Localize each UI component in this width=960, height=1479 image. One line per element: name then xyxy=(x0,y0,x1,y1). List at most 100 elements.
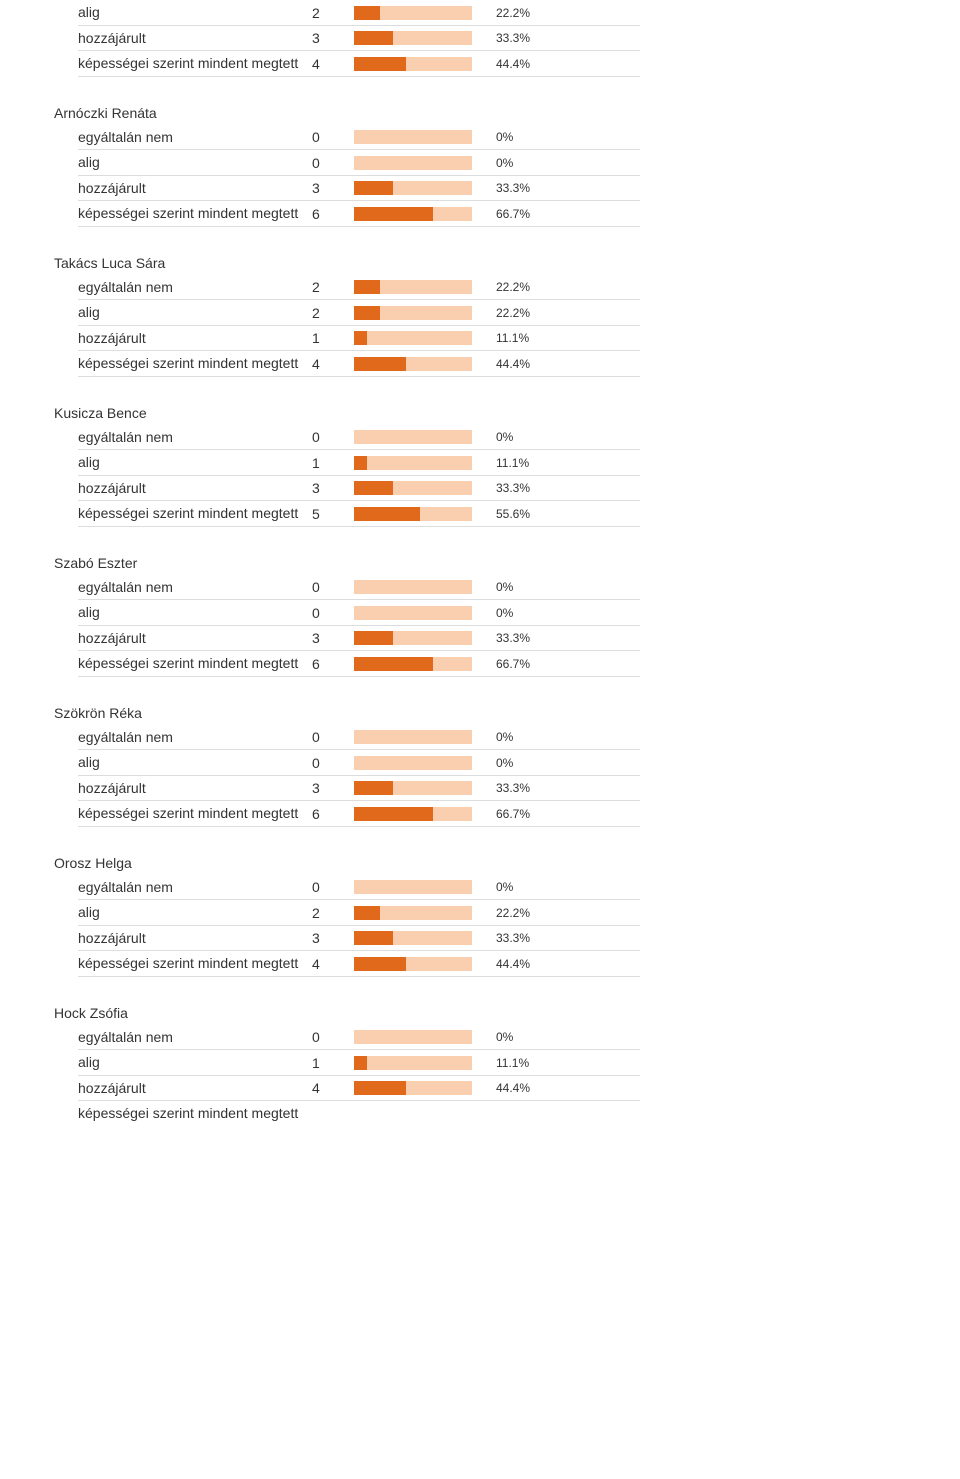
option-count: 4 xyxy=(312,1080,354,1096)
bar-fill xyxy=(354,1081,406,1095)
option-label: hozzájárult xyxy=(78,480,312,498)
result-row: hozzájárult444.4% xyxy=(78,1076,640,1102)
bar-track xyxy=(354,31,472,45)
bar-fill xyxy=(354,357,406,371)
result-row: egyáltalán nem00% xyxy=(78,1025,640,1051)
bar-track xyxy=(354,507,472,521)
option-label: alig xyxy=(78,754,312,772)
option-count: 2 xyxy=(312,305,354,321)
result-row: egyáltalán nem00% xyxy=(78,125,640,151)
bar-track xyxy=(354,906,472,920)
bar-track xyxy=(354,756,472,770)
option-count: 0 xyxy=(312,129,354,145)
survey-results: alig222.2%hozzájárult333.3%képességei sz… xyxy=(0,0,960,1146)
option-percent: 33.3% xyxy=(496,181,530,195)
option-percent: 66.7% xyxy=(496,657,530,671)
result-row: alig111.1% xyxy=(78,1050,640,1076)
option-percent: 33.3% xyxy=(496,31,530,45)
result-row: alig111.1% xyxy=(78,450,640,476)
bar-fill xyxy=(354,6,380,20)
option-count: 0 xyxy=(312,729,354,745)
result-row: alig222.2% xyxy=(78,0,640,26)
result-row: képességei szerint mindent megtett444.4% xyxy=(78,51,640,77)
option-count: 2 xyxy=(312,5,354,21)
option-count: 0 xyxy=(312,755,354,771)
option-count: 0 xyxy=(312,1029,354,1045)
option-label: képességei szerint mindent megtett xyxy=(78,1105,312,1123)
option-label: képességei szerint mindent megtett xyxy=(78,205,312,223)
option-label: hozzájárult xyxy=(78,1080,312,1098)
bar-fill xyxy=(354,280,380,294)
result-row: képességei szerint mindent megtett666.7% xyxy=(78,201,640,227)
option-count: 6 xyxy=(312,806,354,822)
bar-track xyxy=(354,130,472,144)
option-label: hozzájárult xyxy=(78,330,312,348)
option-count: 0 xyxy=(312,605,354,621)
bar-fill xyxy=(354,957,406,971)
option-percent: 22.2% xyxy=(496,6,530,20)
option-count: 5 xyxy=(312,506,354,522)
option-label: képességei szerint mindent megtett xyxy=(78,805,312,823)
option-percent: 33.3% xyxy=(496,931,530,945)
option-percent: 33.3% xyxy=(496,781,530,795)
option-count: 6 xyxy=(312,206,354,222)
result-row: alig222.2% xyxy=(78,900,640,926)
option-percent: 0% xyxy=(496,730,513,744)
bar-track xyxy=(354,456,472,470)
option-label: alig xyxy=(78,154,312,172)
option-count: 3 xyxy=(312,630,354,646)
option-label: képességei szerint mindent megtett xyxy=(78,955,312,973)
option-percent: 11.1% xyxy=(496,1056,529,1070)
group-name: Szabó Eszter xyxy=(0,555,960,571)
bar-track xyxy=(354,880,472,894)
bar-track xyxy=(354,781,472,795)
group-name: Takács Luca Sára xyxy=(0,255,960,271)
result-group: Takács Luca Sáraegyáltalán nem222.2%alig… xyxy=(0,255,960,377)
bar-track xyxy=(354,57,472,71)
option-count: 0 xyxy=(312,155,354,171)
result-row: hozzájárult3 33.3% xyxy=(78,776,640,802)
result-row: egyáltalán nem00% xyxy=(78,875,640,901)
option-label: egyáltalán nem xyxy=(78,879,312,897)
bar-fill xyxy=(354,931,393,945)
result-group: alig222.2%hozzájárult333.3%képességei sz… xyxy=(0,0,960,77)
result-group: Arnóczki Renátaegyáltalán nem00%alig00%h… xyxy=(0,105,960,227)
bar-track xyxy=(354,6,472,20)
result-row: képességei szerint mindent megtett666.7% xyxy=(78,801,640,827)
option-percent: 0% xyxy=(496,606,513,620)
option-label: hozzájárult xyxy=(78,630,312,648)
bar-fill xyxy=(354,31,393,45)
option-count: 4 xyxy=(312,956,354,972)
result-row: alig00% xyxy=(78,150,640,176)
option-label: képességei szerint mindent megtett xyxy=(78,55,312,73)
group-name: Arnóczki Renáta xyxy=(0,105,960,121)
bar-track xyxy=(354,1056,472,1070)
option-label: képességei szerint mindent megtett xyxy=(78,355,312,373)
bar-fill xyxy=(354,57,406,71)
option-percent: 33.3% xyxy=(496,481,530,495)
bar-track xyxy=(354,207,472,221)
option-count: 2 xyxy=(312,279,354,295)
option-percent: 0% xyxy=(496,1030,513,1044)
bar-fill xyxy=(354,781,393,795)
option-percent: 44.4% xyxy=(496,357,530,371)
result-row: hozzájárult333.3% xyxy=(78,26,640,52)
option-percent: 22.2% xyxy=(496,906,530,920)
option-count: 3 xyxy=(312,30,354,46)
bar-fill xyxy=(354,181,393,195)
result-row: alig222.2% xyxy=(78,300,640,326)
option-percent: 44.4% xyxy=(496,957,530,971)
option-label: alig xyxy=(78,604,312,622)
bar-track xyxy=(354,481,472,495)
option-count: 1 xyxy=(312,330,354,346)
bar-fill xyxy=(354,207,433,221)
result-row: képességei szerint mindent megtett666.7% xyxy=(78,651,640,677)
bar-track xyxy=(354,306,472,320)
option-count: 3 xyxy=(312,780,354,796)
bar-track xyxy=(354,807,472,821)
option-label: alig xyxy=(78,1054,312,1072)
bar-track xyxy=(354,931,472,945)
result-row: hozzájárult333.3% xyxy=(78,476,640,502)
option-percent: 11.1% xyxy=(496,456,529,470)
option-label: hozzájárult xyxy=(78,780,312,798)
